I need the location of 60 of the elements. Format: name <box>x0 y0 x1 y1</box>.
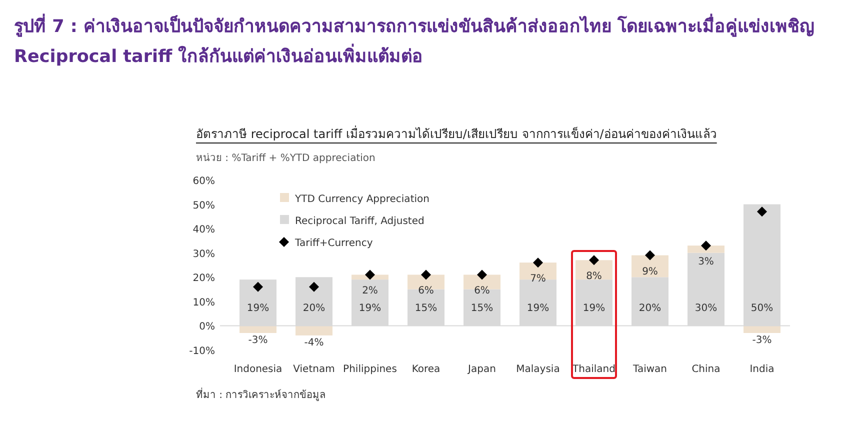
bar <box>296 326 332 336</box>
data-label: 19% <box>246 303 270 314</box>
y-tick-label: 20% <box>192 273 215 284</box>
x-tick-label: India <box>750 364 774 375</box>
data-label: 19% <box>526 303 550 314</box>
data-label: 6% <box>474 286 490 297</box>
chart-title: รูปที่ 7 : ค่าเงินอาจเป็นปัจจัยกำหนดความสามารถการแข่งขันสินค้าส่งออกไทย โดยเฉพาะเมื่อคู่แข่งเพชิญ Reciprocal tariff ใกล้กันแต่ค่าเงินอ่อนเพิ่มแต้มต่อ <box>14 13 815 67</box>
chart-subtitle: อัตราภาษี reciprocal tariff เมื่อรวมความได้เปรียบ/เสียเปรียบ จากการแข็งค่า/อ่อนค่าของค่าเงินแล้ว <box>196 125 717 141</box>
bar <box>744 326 780 333</box>
data-label: -3% <box>752 335 772 346</box>
data-label: 7% <box>530 274 546 285</box>
y-tick-label: 0% <box>199 322 215 333</box>
data-label: 3% <box>698 256 714 268</box>
bar <box>520 262 556 280</box>
point <box>533 258 543 268</box>
point <box>701 240 711 251</box>
bar <box>240 326 276 333</box>
text: หน่วย : %Tariff + %YTD appreciation <box>196 153 376 164</box>
data-label: 2% <box>362 286 378 297</box>
data-label: -3% <box>248 335 268 346</box>
x-tick-label: China <box>692 364 720 375</box>
y-tick-label: -10% <box>189 346 215 357</box>
point <box>589 255 599 266</box>
y-tick-label: 60% <box>192 176 215 187</box>
data-label: 9% <box>642 266 658 278</box>
y-tick-label: 50% <box>192 200 215 212</box>
x-tick-label: Vietnam <box>293 364 335 375</box>
bar <box>688 246 724 253</box>
point <box>421 270 431 280</box>
point <box>477 270 487 280</box>
data-label: 19% <box>358 303 382 314</box>
x-tick-label: Philippines <box>343 364 397 375</box>
x-tick-label: Malaysia <box>516 364 560 375</box>
x-tick-label: Korea <box>412 364 440 375</box>
data-label: -4% <box>304 337 324 348</box>
y-tick-label: 40% <box>192 224 215 236</box>
point <box>645 250 655 260</box>
x-tick-label: Indonesia <box>234 364 282 375</box>
point <box>365 270 375 280</box>
point <box>253 282 263 292</box>
data-label: 8% <box>586 271 602 282</box>
point <box>757 206 767 217</box>
y-tick-label: 30% <box>192 248 215 260</box>
x-tick-label: Thailand <box>572 364 616 375</box>
legend-label: Tariff+Currency <box>294 238 373 249</box>
data-label: 30% <box>694 303 718 314</box>
x-tick-label: Taiwan <box>632 364 668 375</box>
data-label: 15% <box>414 303 438 314</box>
text: ที่มา : การวิเคราะห์จากข้อมูล <box>196 387 326 401</box>
y-tick-label: 10% <box>192 297 215 308</box>
data-label: 50% <box>750 303 774 314</box>
data-label: 15% <box>470 303 494 314</box>
point <box>309 282 319 292</box>
data-label: 6% <box>418 286 434 297</box>
data-label: 20% <box>638 303 662 314</box>
x-tick-label: Japan <box>467 364 496 375</box>
legend-label: Reciprocal Tariff, Adjusted <box>295 216 424 227</box>
data-label: 19% <box>582 303 606 314</box>
data-label: 20% <box>302 303 326 314</box>
legend-label: YTD Currency Appreciation <box>294 194 430 205</box>
